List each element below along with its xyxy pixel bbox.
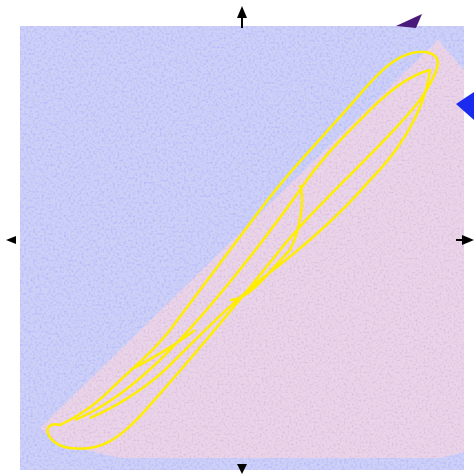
arrow-left <box>6 236 16 244</box>
page <box>0 0 474 475</box>
purple-arrow <box>396 14 422 28</box>
scene <box>0 0 474 475</box>
